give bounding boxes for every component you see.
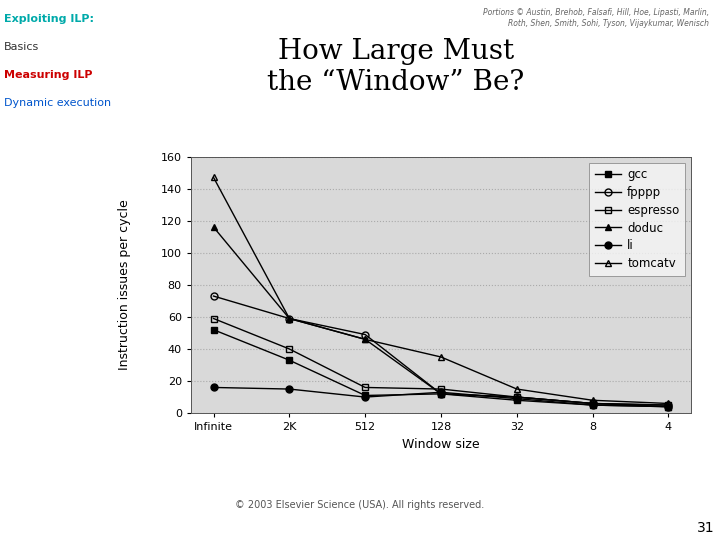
Text: Exploiting ILP:: Exploiting ILP:	[4, 14, 94, 24]
li	[513, 395, 521, 402]
Line: espresso: espresso	[210, 315, 672, 409]
li	[361, 394, 369, 400]
li	[285, 386, 294, 392]
tomcatv	[210, 174, 218, 181]
tomcatv	[513, 386, 521, 392]
espresso	[588, 400, 597, 407]
Text: Basics: Basics	[4, 42, 39, 52]
fpppp	[513, 394, 521, 400]
tomcatv	[285, 315, 294, 322]
espresso	[513, 394, 521, 400]
fpppp	[285, 315, 294, 322]
fpppp	[664, 402, 672, 408]
doduc	[436, 390, 445, 397]
doduc	[588, 400, 597, 407]
Text: Measuring ILP: Measuring ILP	[4, 70, 92, 80]
fpppp	[361, 332, 369, 338]
Text: Portions © Austin, Brehob, Falsafi, Hill, Hoe, Lipasti, Marlin,
Roth, Shen, Smit: Portions © Austin, Brehob, Falsafi, Hill…	[483, 8, 709, 28]
gcc	[361, 392, 369, 399]
tomcatv	[361, 336, 369, 342]
tomcatv	[436, 354, 445, 360]
li	[210, 384, 218, 391]
Line: doduc: doduc	[210, 224, 672, 410]
li	[664, 403, 672, 410]
doduc	[210, 224, 218, 231]
Line: fpppp: fpppp	[210, 293, 672, 409]
doduc	[361, 336, 369, 342]
espresso	[210, 315, 218, 322]
gcc	[588, 402, 597, 408]
li	[436, 389, 445, 395]
Text: © 2003 Elsevier Science (USA). All rights reserved.: © 2003 Elsevier Science (USA). All right…	[235, 500, 485, 510]
Line: tomcatv: tomcatv	[210, 174, 672, 407]
doduc	[285, 315, 294, 322]
Y-axis label: Instruction issues per cycle: Instruction issues per cycle	[118, 199, 131, 370]
fpppp	[210, 293, 218, 299]
X-axis label: Window size: Window size	[402, 438, 480, 451]
fpppp	[436, 390, 445, 397]
doduc	[513, 394, 521, 400]
espresso	[436, 386, 445, 392]
tomcatv	[588, 397, 597, 403]
fpppp	[588, 400, 597, 407]
Legend: gcc, fpppp, espresso, doduc, li, tomcatv: gcc, fpppp, espresso, doduc, li, tomcatv	[590, 163, 685, 276]
doduc	[664, 403, 672, 410]
gcc	[285, 357, 294, 363]
espresso	[361, 384, 369, 391]
li	[588, 402, 597, 408]
gcc	[210, 327, 218, 333]
Text: Dynamic execution: Dynamic execution	[4, 98, 111, 108]
gcc	[664, 403, 672, 410]
espresso	[664, 402, 672, 408]
Text: How Large Must
the “Window” Be?: How Large Must the “Window” Be?	[267, 38, 525, 96]
tomcatv	[664, 400, 672, 407]
gcc	[513, 397, 521, 403]
Line: gcc: gcc	[210, 326, 672, 410]
espresso	[285, 346, 294, 352]
gcc	[436, 390, 445, 397]
Line: li: li	[210, 384, 672, 410]
Text: 31: 31	[697, 521, 714, 535]
